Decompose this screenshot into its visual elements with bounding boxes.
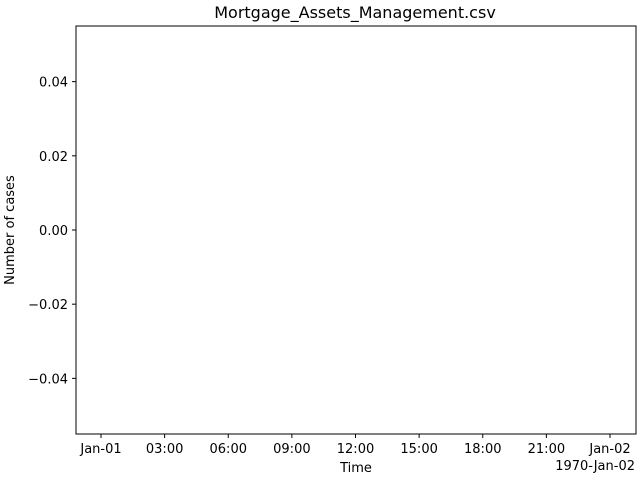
y-tick-label: −0.02	[28, 298, 68, 313]
y-tick-label: 0.00	[39, 224, 68, 239]
y-tick-label: −0.04	[28, 372, 68, 387]
y-axis: 0.04 0.02 0.00 −0.02 −0.04	[28, 76, 76, 387]
y-axis-label: Number of cases	[3, 175, 18, 285]
x-tick-label: 12:00	[337, 442, 374, 457]
x-tick-label: 15:00	[400, 442, 437, 457]
x-tick-label: 03:00	[146, 442, 183, 457]
y-tick-label: 0.02	[39, 150, 68, 165]
y-tick-label: 0.04	[39, 76, 68, 91]
x-tick-label: 21:00	[528, 442, 565, 457]
x-axis-offset-label: 1970-Jan-02	[555, 459, 635, 474]
x-tick-label: Jan-02	[588, 442, 630, 457]
x-axis: Jan-01 03:00 06:00 09:00 12:00 15:00 18:00 21:0…	[79, 434, 631, 457]
chart-title: Mortgage_Assets_Management.csv	[214, 3, 496, 23]
x-tick-label: 09:00	[273, 442, 310, 457]
plot-area-frame	[75, 25, 637, 435]
x-tick-label: Jan-01	[79, 442, 121, 457]
x-tick-label: 18:00	[464, 442, 501, 457]
x-axis-label: Time	[339, 461, 372, 476]
x-tick-label: 06:00	[210, 442, 247, 457]
